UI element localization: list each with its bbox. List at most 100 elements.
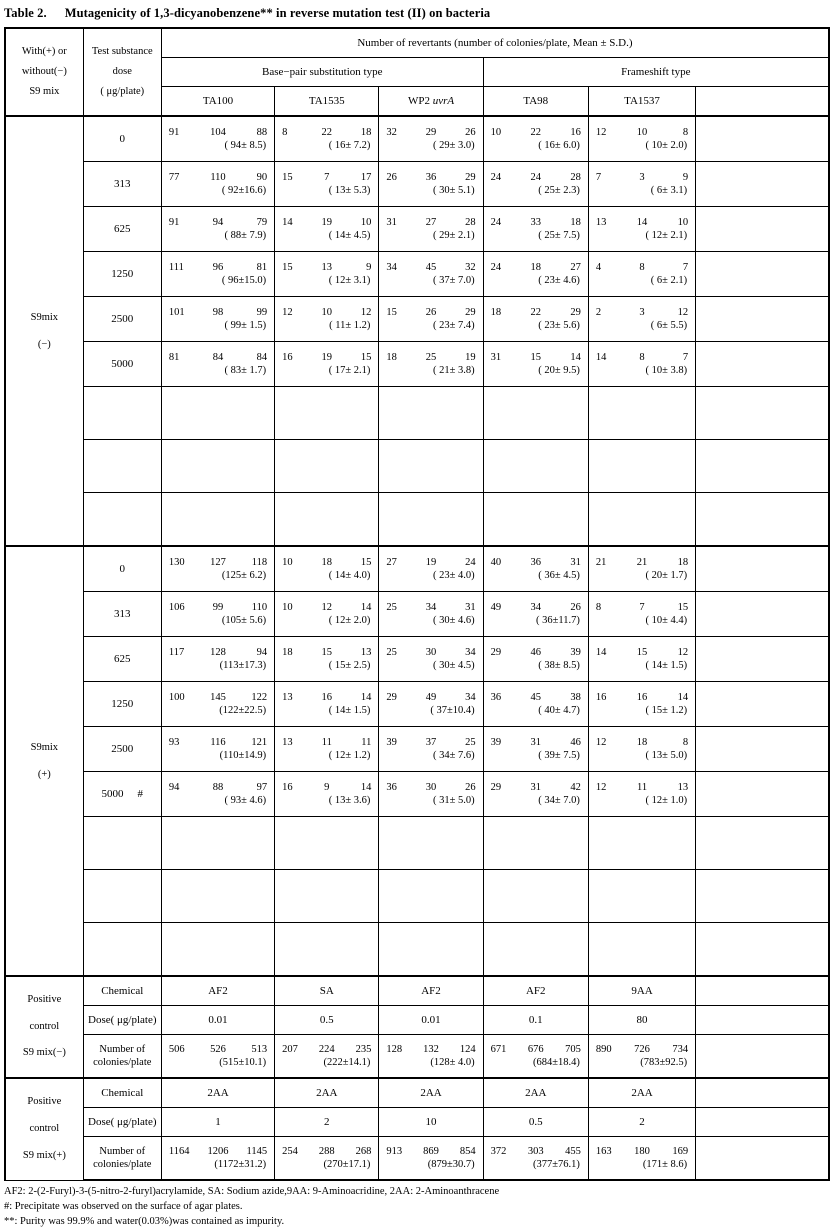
- mean-sd-value: ( 23± 7.4): [433, 320, 475, 331]
- mean-sd-value: ( 21± 3.8): [433, 365, 475, 376]
- section1-value-cell: 31 27 28 ( 29± 2.1): [378, 206, 484, 252]
- positive-minus-count-cell: 506 526 513 (515±10.1): [160, 1034, 276, 1079]
- section1-dose: 625: [82, 206, 162, 252]
- positive-plus-counts-row: Number of colonies/plate 1164 1206 1145 (1172…: [5, 1136, 831, 1181]
- section2-empty-cell: [695, 591, 831, 637]
- footnote-af2: AF2: 2-(2-Furyl)-3-(5-nitro-2-furyl)acry…: [4, 1186, 500, 1197]
- replicate-values: 913 869 854: [379, 1143, 482, 1158]
- replicate-value: 128: [210, 646, 226, 658]
- section2-row: 313 106 99 110 (105± 5.6) 10 12 14 ( 12± 2.0) 25 3…: [5, 591, 831, 637]
- replicate-value: 106: [168, 601, 185, 613]
- replicate-value: 671: [490, 1043, 507, 1055]
- replicate-value: 94: [256, 646, 268, 658]
- positive-plus-dose: 1: [160, 1107, 276, 1137]
- replicate-value: 128: [386, 1043, 403, 1055]
- replicate-value: 3: [639, 306, 645, 318]
- section1-blank-cell: [482, 439, 589, 493]
- replicate-value: 34: [530, 601, 542, 613]
- section1-blank-cell: [587, 492, 697, 547]
- replicate-value: 1145: [246, 1145, 268, 1157]
- replicate-value: 13: [677, 781, 689, 793]
- header-s9mix-line3: S9 mix: [29, 85, 60, 97]
- mean-sd-value: ( 10± 4.4): [645, 615, 688, 626]
- section1-row: 5000 81 84 84( 83± 1.7) 16 19 15( 17± 2.1) 18 25…: [5, 341, 831, 387]
- section2-blank-cell: [160, 922, 276, 977]
- header-dose-line1: Test substance: [91, 46, 153, 58]
- section1-dose: 1250: [82, 251, 162, 297]
- replicate-value: 8: [282, 126, 288, 138]
- section2-blank-cell: [160, 816, 276, 870]
- table-caption: Table 2. Mutagenicity of 1,3-dicyanobenz…: [0, 0, 834, 27]
- replicate-value: 8: [682, 736, 689, 748]
- replicate-value: 455: [565, 1145, 581, 1157]
- positive-minus-empty-cell: [695, 975, 831, 1006]
- replicate-value: 14: [360, 691, 372, 703]
- section1-label-line2: (−): [37, 339, 51, 350]
- replicate-values: 671 676 705: [484, 1041, 588, 1056]
- section1-value-cell: 101 98 99 ( 99± 1.5): [160, 296, 276, 342]
- replicate-values: 29 46 39: [484, 644, 588, 659]
- replicate-values: 24 24 28: [484, 169, 588, 184]
- replicate-value: 10: [636, 126, 648, 138]
- positive-minus-dose: 0.1: [482, 1005, 589, 1035]
- section2-empty-cell: [695, 726, 831, 772]
- replicate-values: 10 22 16: [484, 124, 588, 139]
- positive-plus-number-line1: Number of: [99, 1145, 146, 1157]
- replicate-value: 13: [282, 691, 293, 703]
- replicate-values: 16 16 14: [589, 689, 695, 704]
- replicate-values: 13 14 10: [589, 214, 695, 229]
- section1-empty-cell: [695, 341, 831, 387]
- section1-value-cell: 10 22 16 ( 16± 6.0): [482, 115, 589, 162]
- replicate-value: 235: [355, 1043, 372, 1055]
- section1-blank-cell: [274, 492, 380, 547]
- section2-label: S9mix (+): [3, 545, 84, 977]
- replicate-value: 9: [366, 261, 372, 273]
- mean-sd-value: ( 12± 1.0): [645, 795, 688, 806]
- section2-value-cell: 18 15 13 ( 15± 2.5): [274, 636, 380, 682]
- replicate-value: 34: [465, 646, 476, 658]
- replicate-value: 36: [386, 781, 397, 793]
- mean-sd-value: ( 6± 2.1): [650, 275, 688, 286]
- replicate-value: 25: [425, 351, 437, 363]
- section2-value-cell: 29 49 34 ( 37±10.4): [378, 681, 484, 727]
- replicate-value: 11: [636, 781, 648, 793]
- mean-sd-value: ( 30± 5.1): [433, 185, 475, 196]
- replicate-value: 97: [256, 781, 268, 793]
- replicate-value: 10: [677, 216, 689, 228]
- replicate-value: 88: [212, 781, 224, 793]
- replicate-value: 24: [490, 171, 502, 183]
- section2-row: 2500 93 116 121 (110±14.9) 13 11 11 ( 12± 1.2) 39…: [5, 726, 831, 772]
- header-row-3: TA100 TA1535 WP2 uvrA TA98 TA1537: [5, 86, 831, 117]
- replicate-value: 29: [386, 691, 397, 703]
- replicate-value: 11: [361, 736, 372, 748]
- positive-plus-dose-row: Dose( μg/plate) 1 2 10 0.5 2: [5, 1107, 831, 1137]
- section1-empty-cell: [695, 251, 831, 297]
- mean-sd-value: ( 11± 1.2): [329, 320, 371, 331]
- replicate-value: 18: [570, 216, 581, 228]
- replicate-value: 91: [168, 126, 180, 138]
- replicate-values: 26 36 29: [379, 169, 482, 184]
- section1-value-cell: 12 10 12 ( 11± 1.2): [274, 296, 380, 342]
- replicate-value: 15: [321, 646, 333, 658]
- replicate-value: 100: [168, 691, 185, 703]
- replicate-values: 16 19 15: [275, 349, 378, 364]
- mean-sd-value: ( 83± 1.7): [224, 365, 267, 376]
- replicate-values: 91 104 88: [162, 124, 274, 139]
- positive-minus-chemical: AF2: [378, 975, 484, 1006]
- replicate-value: 254: [282, 1145, 298, 1157]
- section1-blank-cell: [378, 439, 484, 493]
- section2-blank-cell: [82, 816, 162, 870]
- replicate-values: 2 3 12: [589, 304, 695, 319]
- section2-value-cell: 13 16 14 ( 14± 1.5): [274, 681, 380, 727]
- replicate-value: 9: [324, 781, 330, 793]
- section2-value-cell: 40 36 31 ( 36± 4.5): [482, 545, 589, 592]
- mean-sd-value: ( 40± 4.7): [538, 705, 580, 716]
- replicate-value: 45: [530, 691, 542, 703]
- mean-sd-value: (377±76.1): [533, 1159, 580, 1170]
- positive-plus-count-cell: 254 288 268 (270±17.1): [274, 1136, 380, 1181]
- replicate-values: 18 15 13: [275, 644, 378, 659]
- replicate-values: 13 16 14: [275, 689, 378, 704]
- section2-value-cell: 93 116 121 (110±14.9): [160, 726, 276, 772]
- replicate-value: 890: [595, 1043, 612, 1055]
- section1-value-cell: 34 45 32 ( 37± 7.0): [378, 251, 484, 297]
